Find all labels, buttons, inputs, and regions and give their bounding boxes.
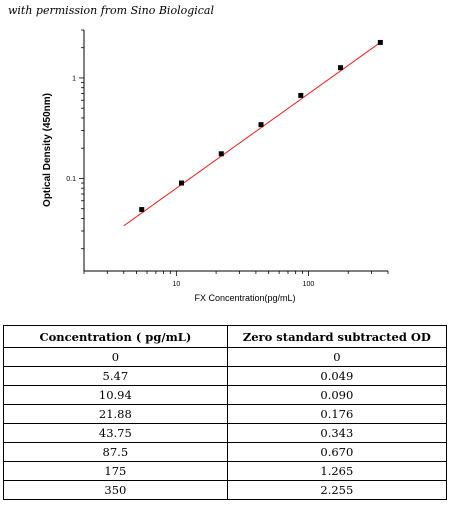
data-point bbox=[298, 92, 304, 98]
cell-concentration: 350 bbox=[3, 480, 228, 500]
data-points bbox=[139, 39, 383, 213]
data-point bbox=[258, 122, 264, 128]
cell-od: 0.343 bbox=[226, 423, 448, 443]
cell-od: 2.255 bbox=[226, 480, 448, 500]
cell-concentration: 43.75 bbox=[3, 423, 228, 443]
table-row: 21.88 0.176 bbox=[3, 404, 448, 424]
column-header-od: Zero standard subtracted OD bbox=[226, 325, 448, 348]
table-row: 175 1.265 bbox=[3, 461, 448, 481]
y-axis-label: Optical Density (450nm) bbox=[42, 93, 53, 207]
cell-od: 0.090 bbox=[226, 385, 448, 405]
cell-concentration: 10.94 bbox=[3, 385, 228, 405]
table-row: 87.5 0.670 bbox=[3, 442, 448, 462]
standard-table: Concentration ( pg/mL) Zero standard sub… bbox=[3, 325, 448, 500]
standard-curve-chart: 10 100 0.1 1 Optical Density (450nm) FX Con… bbox=[42, 29, 389, 303]
cell-od: 0.049 bbox=[226, 366, 448, 386]
table-row: 10.94 0.090 bbox=[3, 385, 448, 405]
data-point bbox=[377, 39, 383, 45]
table-row: 5.47 0.049 bbox=[3, 366, 448, 386]
x-tick-label: 10 bbox=[172, 281, 180, 288]
credit-text: with permission from Sino Biological bbox=[8, 4, 215, 17]
data-point bbox=[218, 151, 224, 157]
chart-ticks: 10 100 0.1 1 bbox=[66, 29, 389, 288]
y-tick-label: 1 bbox=[72, 75, 76, 82]
x-tick-label: 100 bbox=[303, 281, 315, 288]
cell-od: 1.265 bbox=[226, 461, 448, 481]
cell-od: 0.670 bbox=[226, 442, 448, 462]
data-point bbox=[178, 180, 184, 186]
table-row: 43.75 0.343 bbox=[3, 423, 448, 443]
cell-concentration: 87.5 bbox=[3, 442, 228, 462]
x-axis-label: FX Concentration(pg/mL) bbox=[194, 293, 295, 303]
cell-concentration: 175 bbox=[3, 461, 228, 481]
column-header-concentration: Concentration ( pg/mL) bbox=[3, 325, 228, 348]
fit-line-group bbox=[123, 42, 381, 227]
cell-od: 0.176 bbox=[226, 404, 448, 424]
cell-concentration: 21.88 bbox=[3, 404, 228, 424]
table-header-row: Concentration ( pg/mL) Zero standard sub… bbox=[3, 325, 448, 348]
data-point bbox=[139, 207, 145, 213]
data-point bbox=[338, 65, 344, 71]
cell-concentration: 0 bbox=[3, 347, 228, 367]
y-tick-label: 0.1 bbox=[66, 176, 76, 183]
cell-concentration: 5.47 bbox=[3, 366, 228, 386]
table-row: 350 2.255 bbox=[3, 480, 448, 500]
table-body: 0 0 5.47 0.049 10.94 0.090 21.88 0.176 43.75 0.34… bbox=[3, 347, 448, 500]
fit-line bbox=[123, 42, 381, 227]
cell-od: 0 bbox=[226, 347, 448, 367]
